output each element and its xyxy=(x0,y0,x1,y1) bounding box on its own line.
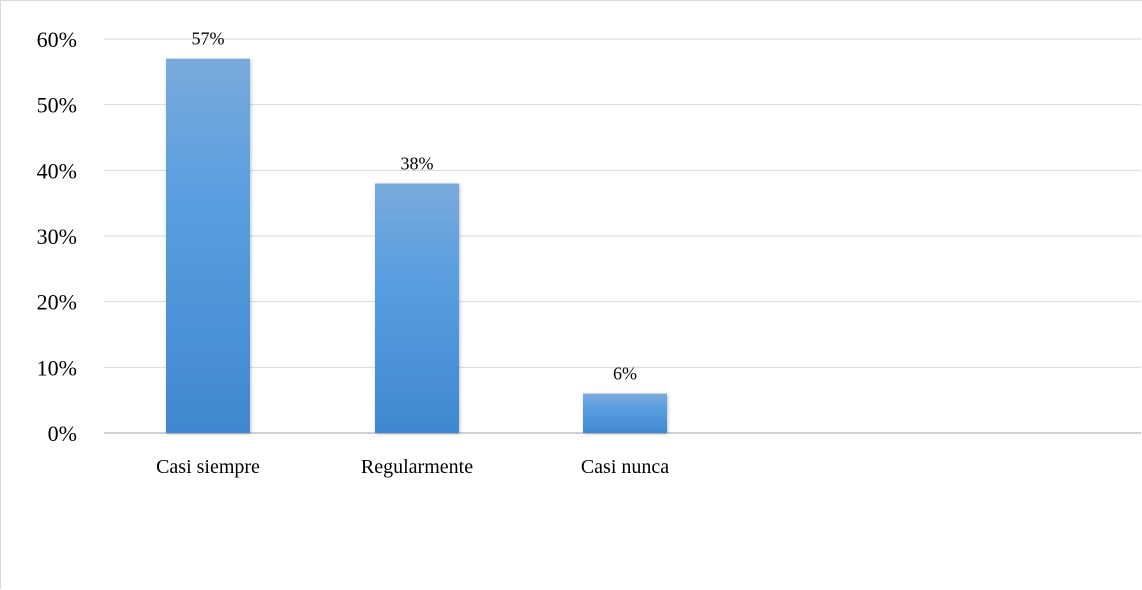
data-label: 6% xyxy=(613,364,637,384)
bar-casi-nunca xyxy=(583,393,667,433)
y-tick-label: 0% xyxy=(48,421,77,446)
category-label: Regularmente xyxy=(361,456,473,478)
bar-casi-siempre xyxy=(166,58,250,433)
y-tick-label: 40% xyxy=(37,158,77,183)
bar-regularmente xyxy=(375,183,459,433)
y-tick-label: 20% xyxy=(37,290,77,315)
y-tick-label: 10% xyxy=(37,355,77,380)
data-label: 38% xyxy=(401,153,434,173)
bars xyxy=(166,58,667,433)
x-axis-categories: Casi siempre Regularmente Casi nunca xyxy=(156,456,669,478)
y-tick-label: 60% xyxy=(37,27,77,52)
category-label: Casi nunca xyxy=(581,456,669,478)
y-axis-ticks: 0% 10% 20% 30% 40% 50% 60% xyxy=(37,27,77,446)
data-labels: 57% 38% 6% xyxy=(192,29,638,384)
y-tick-label: 50% xyxy=(37,93,77,118)
data-label: 57% xyxy=(192,29,225,49)
gridlines xyxy=(104,38,1141,434)
category-label: Casi siempre xyxy=(156,456,260,478)
y-tick-label: 30% xyxy=(37,224,77,249)
